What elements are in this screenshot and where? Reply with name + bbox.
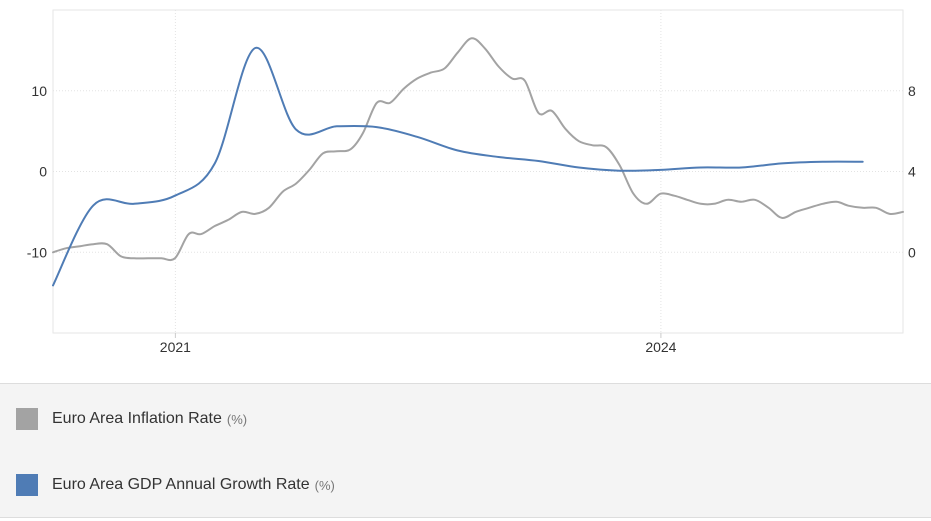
legend: Euro Area Inflation Rate (%) Euro Area G… [0,383,931,518]
legend-item-gdp[interactable]: Euro Area GDP Annual Growth Rate (%) [16,474,335,496]
plot-frame [52,9,904,334]
series-line-inflation [52,37,904,262]
line-chart: 10 0 -10 8 4 0 2021 2024 [27,9,916,355]
y-left-tick-label: 10 [31,83,47,99]
y-right-tick-label: 4 [908,164,916,180]
y-right-tick-label: 8 [908,83,916,99]
chart-area: 10 0 -10 8 4 0 2021 2024 [27,9,916,355]
legend-item-inflation[interactable]: Euro Area Inflation Rate (%) [16,408,247,430]
y-left-tick-label: -10 [27,244,47,260]
legend-label-gdp: Euro Area GDP Annual Growth Rate [52,476,310,493]
legend-swatch-gdp [16,474,38,496]
y-right-tick-label: 0 [908,244,916,260]
series-lines [52,37,904,287]
series-line-gdp [52,46,864,287]
grid [52,9,904,338]
x-tick-label: 2024 [645,339,676,355]
legend-unit-gdp: (%) [314,477,335,493]
legend-unit-inflation: (%) [226,411,248,427]
tick-labels: 10 0 -10 8 4 0 2021 2024 [27,83,916,355]
legend-swatch-inflation [16,408,38,430]
x-tick-label: 2021 [160,339,191,355]
legend-label-inflation: Euro Area Inflation Rate [52,410,222,427]
y-left-tick-label: 0 [39,164,47,180]
